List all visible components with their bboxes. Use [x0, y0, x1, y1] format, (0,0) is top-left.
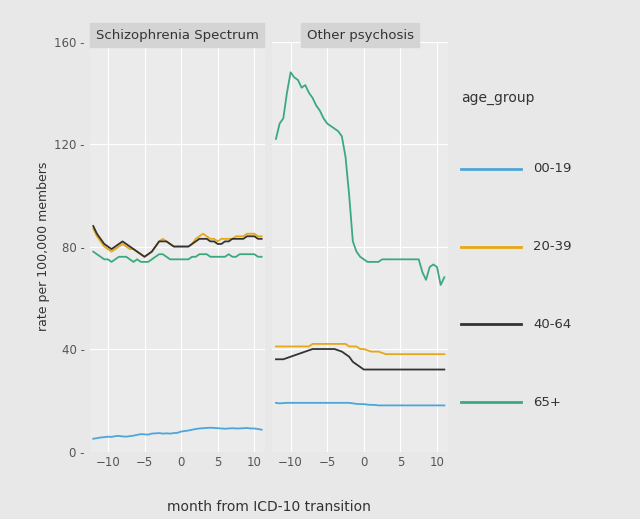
Text: 40-64: 40-64	[533, 318, 572, 331]
Text: month from ICD-10 transition: month from ICD-10 transition	[167, 500, 371, 514]
Text: age_group: age_group	[461, 91, 534, 105]
Text: 00-19: 00-19	[533, 162, 572, 175]
Text: 65+: 65+	[533, 395, 561, 409]
Title: Other psychosis: Other psychosis	[307, 29, 413, 42]
Title: Schizophrenia Spectrum: Schizophrenia Spectrum	[96, 29, 259, 42]
Text: 20-39: 20-39	[533, 240, 572, 253]
Y-axis label: rate per 100,000 members: rate per 100,000 members	[37, 162, 50, 331]
